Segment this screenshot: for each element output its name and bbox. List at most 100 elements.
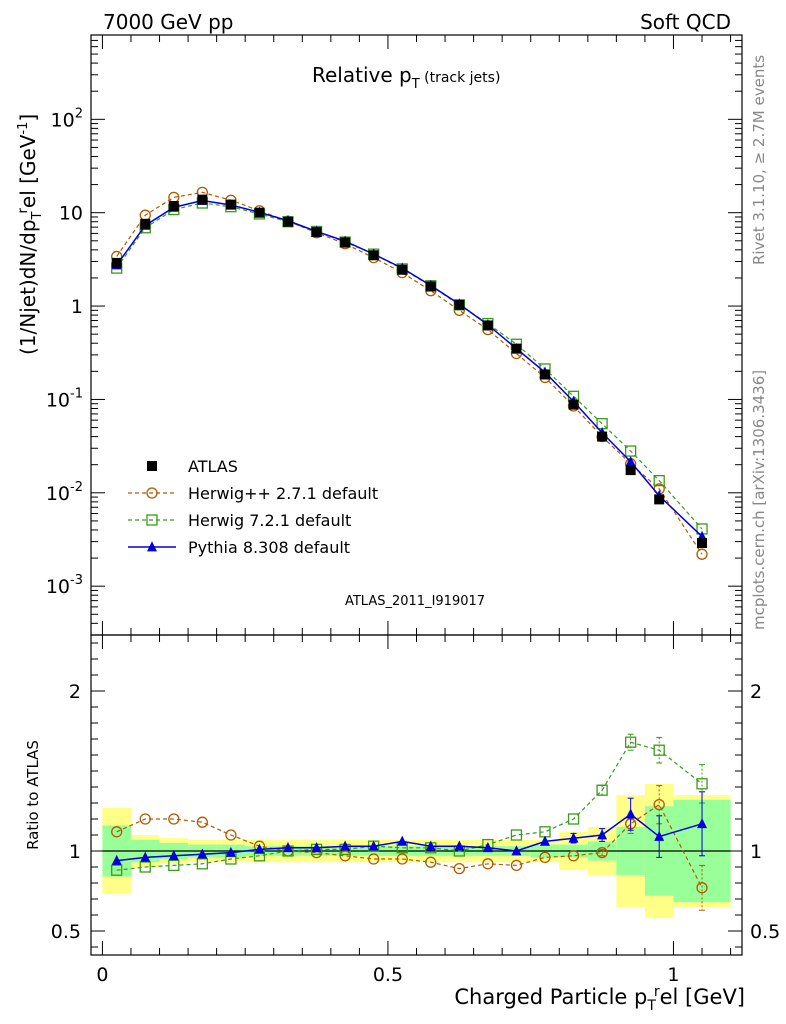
main-panel-axes: 10-3 10-2 10-1 1 10 102	[46, 34, 742, 636]
data-point	[397, 264, 408, 275]
y-tick-label: 0.5	[51, 921, 81, 943]
x-tick-label: 0	[96, 964, 108, 986]
ratio-panel-axes: 0.5 0.5 1 1 2 2 0 0.5 1	[51, 635, 780, 986]
ratio-point	[567, 850, 580, 862]
legend-marker	[147, 541, 157, 552]
ratio-point	[696, 778, 708, 790]
main-title: Relative pT (track jets)	[312, 63, 500, 92]
ratio-point	[425, 840, 436, 851]
series-line	[116, 191, 703, 555]
ratio-point	[510, 859, 523, 872]
y-tick-label: 0.5	[750, 921, 780, 943]
data-point	[197, 194, 208, 205]
ratio-point	[697, 818, 708, 829]
ratio-point	[396, 853, 408, 865]
ratio-point	[567, 813, 580, 825]
ratio-point	[596, 784, 608, 796]
ratio-point	[254, 843, 265, 854]
data-point	[654, 494, 665, 505]
ratio-ylabel: Ratio to ATLAS	[24, 740, 42, 850]
ratio-point	[596, 846, 608, 859]
ratio-point	[111, 854, 122, 865]
data-point	[625, 456, 636, 467]
y-tick-label: 2	[750, 681, 762, 703]
ratio-panel-marks	[111, 733, 708, 911]
data-point	[539, 369, 550, 380]
legend-label: Pythia 8.308 default	[188, 538, 350, 557]
ratio-point	[539, 835, 550, 846]
ratio-point	[225, 846, 236, 857]
ratio-point	[397, 835, 408, 846]
analysis-watermark: ATLAS_2011_I919017	[345, 594, 485, 609]
ratio-point	[225, 829, 237, 841]
data-point	[311, 227, 322, 238]
ratio-point	[539, 851, 551, 864]
ratio-point	[653, 744, 665, 756]
data-point	[254, 207, 265, 218]
series-line	[116, 202, 703, 530]
y-tick-label: 10-2	[46, 480, 83, 505]
header-left: 7000 GeV pp	[103, 10, 234, 34]
ratio-point	[139, 813, 151, 825]
ratio-point	[283, 842, 294, 853]
ratio-point	[568, 832, 579, 843]
y-tick-label: 2	[69, 681, 81, 703]
data-point	[140, 218, 151, 229]
ratio-point	[511, 845, 522, 856]
data-point	[568, 399, 579, 410]
x-tick-label: 1	[667, 964, 679, 986]
ratio-line	[116, 741, 703, 871]
header-right: Soft QCD	[640, 10, 731, 34]
y-tick-label: 10	[59, 203, 83, 225]
ratio-point	[654, 830, 665, 841]
ratio-point	[425, 856, 437, 868]
x-tick-label: 0.5	[373, 964, 403, 986]
data-point	[425, 281, 436, 292]
data-point	[168, 200, 179, 211]
y-tick-label: 1	[750, 841, 762, 863]
legend-label: Herwig 7.2.1 default	[188, 511, 351, 530]
ratio-point	[368, 840, 379, 851]
legend-label: ATLAS	[188, 457, 238, 476]
rivet-label: Rivet 3.1.10, ≥ 2.7M events	[750, 55, 768, 265]
ratio-point	[653, 798, 665, 811]
ratio-point	[510, 829, 523, 841]
data-point	[696, 548, 708, 560]
x-axis-label: Charged Particle pTrel [GeV]	[454, 984, 745, 1014]
ratio-point	[482, 842, 493, 853]
data-point	[597, 431, 608, 442]
ratio-point	[139, 861, 151, 873]
data-point	[511, 343, 522, 354]
ratio-point	[196, 816, 209, 828]
data-point	[111, 257, 122, 268]
legend: ATLAS Herwig++ 2.7.1 default Herwig 7.2.1 …	[128, 457, 378, 557]
ratio-point	[482, 858, 494, 870]
data-point	[625, 465, 636, 476]
legend-marker	[146, 487, 158, 499]
ratio-point	[140, 851, 151, 862]
ratio-point	[339, 850, 351, 862]
ratio-point	[368, 853, 380, 865]
ratio-point	[696, 882, 708, 894]
y-tick-label: 102	[51, 106, 83, 131]
data-point	[225, 199, 236, 210]
data-point	[368, 250, 379, 261]
data-point	[482, 320, 493, 331]
ratio-panel-bands	[102, 783, 731, 919]
data-point	[340, 237, 351, 248]
main-panel-marks	[111, 186, 708, 560]
ratio-point	[168, 813, 180, 825]
main-ylabel: (1/Njet)dN/dpTrel [GeV-1]	[16, 114, 45, 355]
data-point	[697, 538, 708, 549]
ratio-point	[311, 842, 322, 853]
legend-marker	[147, 461, 157, 471]
ratio-point	[597, 829, 608, 840]
ratio-point	[111, 826, 123, 838]
ratio-point	[340, 840, 351, 851]
data-point	[653, 474, 665, 487]
ratio-point	[453, 862, 465, 875]
ratio-line	[116, 803, 703, 889]
ratio-point	[454, 840, 465, 851]
ratio-point	[625, 808, 636, 819]
ratio-point	[624, 736, 637, 748]
